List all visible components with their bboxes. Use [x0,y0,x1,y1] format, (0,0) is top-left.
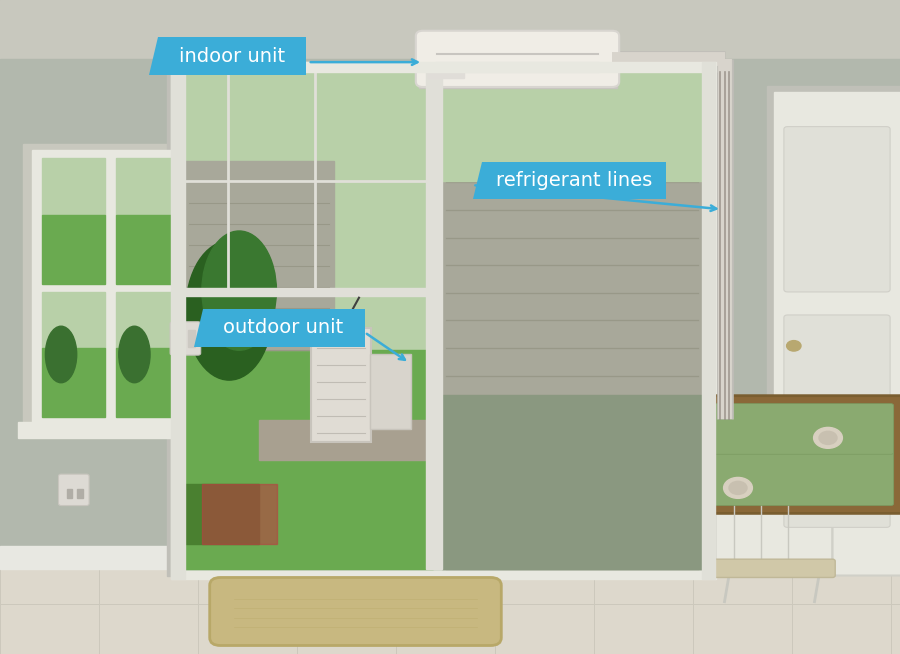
Bar [184,72,702,569]
Bar [18,422,202,438]
Circle shape [729,481,747,494]
Bar [115,348,178,417]
Bar [184,485,259,544]
Bar [0,553,900,654]
Bar [184,72,433,380]
Bar [32,150,189,425]
Bar [202,485,277,544]
Bar [22,144,198,432]
Bar [176,330,184,347]
Bar [259,420,433,460]
Bar [171,62,716,72]
Polygon shape [148,37,306,75]
FancyBboxPatch shape [708,404,894,455]
FancyBboxPatch shape [416,31,619,87]
Bar [0,546,900,569]
Circle shape [787,341,801,351]
FancyBboxPatch shape [370,354,411,428]
Bar [184,288,426,296]
Bar [166,65,720,576]
FancyBboxPatch shape [784,315,890,424]
Bar [42,292,104,348]
FancyBboxPatch shape [784,438,890,527]
Bar [171,62,716,579]
Bar [188,330,195,347]
Bar [428,71,464,78]
Bar [115,292,178,348]
Bar [77,489,83,498]
Bar [0,0,900,59]
FancyBboxPatch shape [58,474,89,506]
Bar [767,86,900,568]
Ellipse shape [185,241,273,380]
Circle shape [814,428,842,449]
FancyBboxPatch shape [716,477,832,569]
Bar [442,72,702,181]
Bar [115,158,178,215]
Bar [442,72,702,569]
Ellipse shape [119,326,150,383]
Polygon shape [194,309,364,347]
Text: outdoor unit: outdoor unit [223,318,344,337]
Bar [42,158,104,215]
Bar [115,215,178,284]
FancyBboxPatch shape [210,577,501,645]
FancyBboxPatch shape [698,396,900,513]
Text: indoor unit: indoor unit [179,46,284,66]
FancyBboxPatch shape [784,127,890,292]
Bar [702,62,716,579]
Bar [184,162,334,351]
Bar [42,215,104,284]
FancyBboxPatch shape [170,322,201,355]
Bar [442,395,702,569]
FancyBboxPatch shape [713,559,835,577]
FancyBboxPatch shape [311,328,371,441]
Bar [418,33,616,88]
Bar [171,62,184,579]
Bar [42,348,104,417]
Text: refrigerant lines: refrigerant lines [496,171,652,190]
FancyBboxPatch shape [708,451,894,506]
Bar [774,92,900,562]
Ellipse shape [45,326,76,383]
Bar [67,489,72,498]
Bar [0,59,900,569]
Circle shape [819,432,837,445]
FancyBboxPatch shape [832,492,900,576]
Ellipse shape [202,231,276,351]
Bar [426,72,442,569]
Circle shape [724,477,752,498]
Polygon shape [472,162,666,199]
Bar [184,351,433,569]
